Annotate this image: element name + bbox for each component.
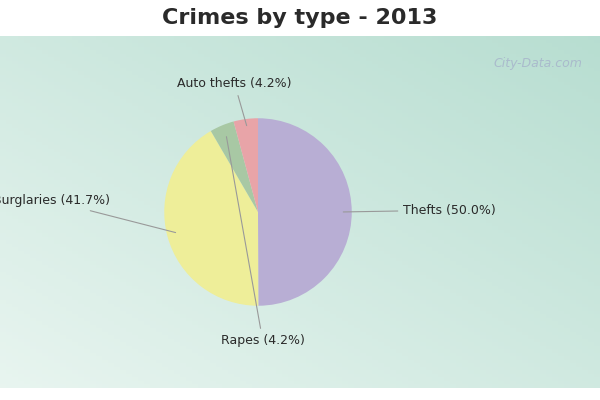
Wedge shape xyxy=(258,118,352,306)
Text: City-Data.com: City-Data.com xyxy=(493,57,582,70)
Wedge shape xyxy=(164,131,258,306)
Text: Burglaries (41.7%): Burglaries (41.7%) xyxy=(0,194,176,232)
Text: Auto thefts (4.2%): Auto thefts (4.2%) xyxy=(178,77,292,126)
Text: Thefts (50.0%): Thefts (50.0%) xyxy=(343,204,496,217)
Wedge shape xyxy=(211,122,258,212)
Text: Rapes (4.2%): Rapes (4.2%) xyxy=(221,137,305,347)
Text: Crimes by type - 2013: Crimes by type - 2013 xyxy=(163,8,437,28)
Wedge shape xyxy=(233,118,258,212)
